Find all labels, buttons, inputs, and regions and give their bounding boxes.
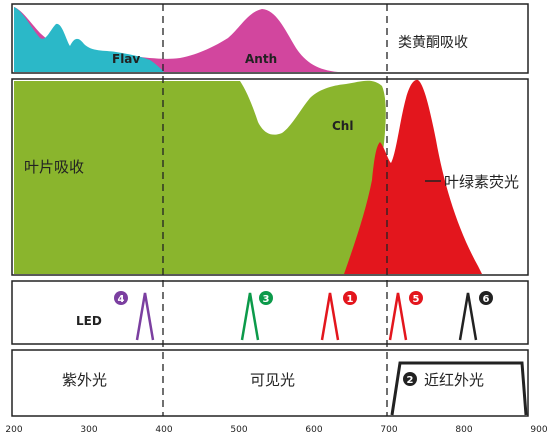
fluorescence-label: 叶绿素荧光 [444, 173, 519, 191]
led-1-number: 1 [347, 294, 354, 305]
led-5-badge [409, 291, 423, 305]
x-tick-label: 700 [380, 425, 397, 435]
anth-label: Anth [245, 52, 277, 66]
chl-fluorescence-curve [344, 79, 482, 275]
led-panel-title: LED [76, 314, 102, 328]
led-4-badge [114, 291, 128, 305]
nir-marker-badge [403, 372, 417, 386]
led-6-number: 6 [483, 294, 490, 305]
led-peak-1: 1 [320, 291, 357, 341]
led-1-badge [343, 291, 357, 305]
nir-marker-number: 2 [407, 375, 414, 386]
led-1-peak [320, 292, 340, 341]
visible-region-label: 可见光 [250, 371, 295, 389]
x-axis: 200 300 400 500 600 700 800 900 [5, 425, 547, 435]
chl-label: Chl [332, 119, 353, 133]
regions-panel: 紫外光 可见光 2 近红外光 [11, 349, 529, 417]
leaf-panel-title: 叶片吸收 [24, 158, 84, 176]
x-tick-label: 600 [305, 425, 322, 435]
x-tick-label: 400 [155, 425, 172, 435]
nir-band-outline [390, 361, 528, 416]
led-panel: LED 4 3 1 5 6 [11, 280, 529, 345]
led-5-peak [388, 292, 408, 341]
x-tick-label: 300 [80, 425, 97, 435]
nir-region-label: 近红外光 [424, 371, 484, 389]
chl-absorption-curve [14, 80, 386, 274]
led-6-badge [479, 291, 493, 305]
led-peak-4: 4 [114, 291, 155, 341]
led-peak-3: 3 [240, 291, 273, 341]
led-6-peak [458, 292, 478, 341]
regions-panel-frame [11, 349, 529, 417]
led-3-badge [259, 291, 273, 305]
leaf-panel: Chl 叶片吸收 叶绿素荧光 [11, 78, 529, 276]
led-4-number: 4 [118, 294, 125, 305]
uv-region-label: 紫外光 [62, 371, 107, 389]
led-panel-frame [11, 280, 529, 345]
flavonoid-panel-title: 类黄酮吸收 [398, 34, 468, 51]
led-peak-5: 5 [388, 291, 423, 341]
led-3-peak [240, 292, 260, 341]
led-5-number: 5 [413, 294, 420, 305]
x-tick-label: 500 [230, 425, 247, 435]
flav-curve [14, 7, 164, 72]
x-tick-label: 900 [530, 425, 547, 435]
flav-label: Flav [112, 52, 140, 66]
flavonoid-panel: Flav Anth 类黄酮吸收 [11, 3, 529, 74]
x-tick-label: 800 [455, 425, 472, 435]
led-3-number: 3 [263, 294, 270, 305]
x-tick-label: 200 [5, 425, 22, 435]
led-peak-6: 6 [458, 291, 493, 341]
led-4-peak [135, 292, 155, 341]
